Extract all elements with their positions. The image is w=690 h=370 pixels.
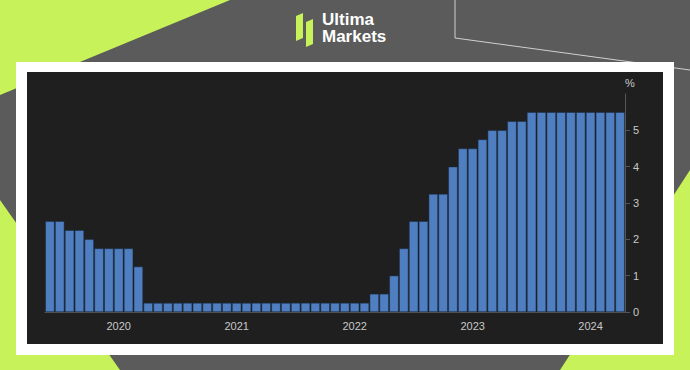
svg-text:4: 4	[633, 161, 639, 173]
svg-text:1: 1	[633, 270, 639, 282]
svg-text:2023: 2023	[460, 320, 484, 332]
svg-text:2020: 2020	[106, 320, 130, 332]
svg-text:2022: 2022	[342, 320, 366, 332]
svg-text:3: 3	[633, 197, 639, 209]
svg-text:2: 2	[633, 233, 639, 245]
svg-text:%: %	[625, 77, 635, 89]
html-text:Ultima Markets: Ultima Markets	[322, 10, 387, 46]
svg-text:0: 0	[633, 306, 639, 318]
svg-text:5: 5	[633, 124, 639, 136]
svg-text:2024: 2024	[578, 320, 602, 332]
svg-text:2021: 2021	[224, 320, 248, 332]
